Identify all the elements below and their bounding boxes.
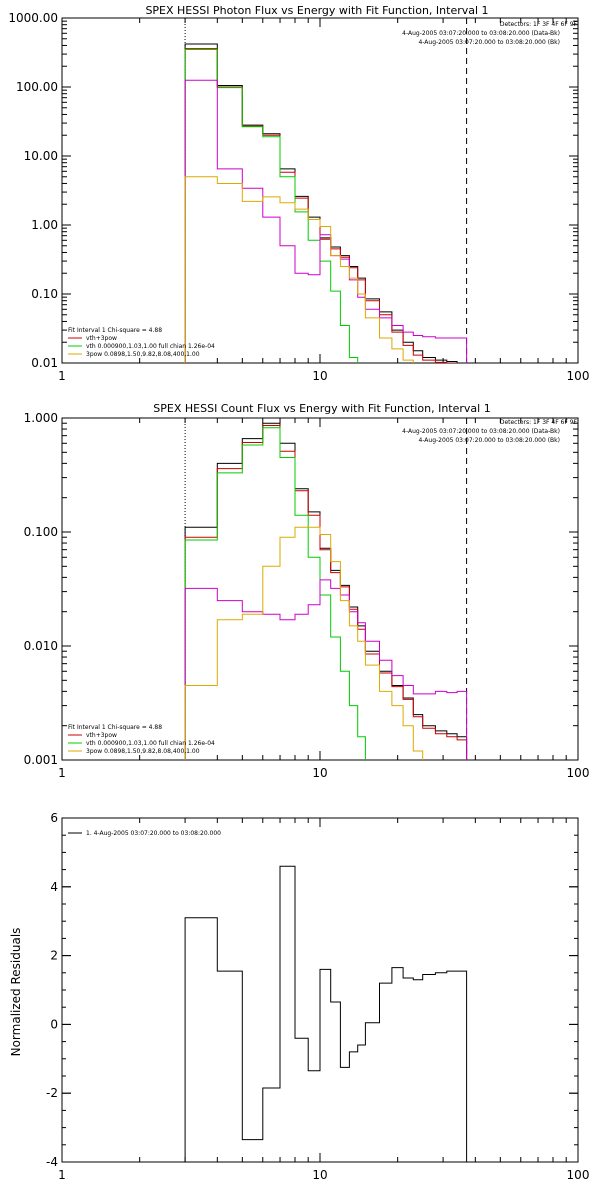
x-tick-label: 10 <box>312 1168 327 1182</box>
x-tick-label: 10 <box>312 766 327 780</box>
y-tick-label: 1.000 <box>24 411 58 425</box>
x-tick-label: 10 <box>312 369 327 383</box>
background-interval-label: 4-Aug-2005 03:07:20.000 to 03:08:20.000 … <box>418 39 560 46</box>
x-tick-label: 1 <box>58 766 66 780</box>
y-tick-label: 0.10 <box>31 287 58 301</box>
series-group <box>184 422 468 760</box>
legend-label: Fit Interval 1 Chi-square = 4.88 <box>68 724 162 731</box>
y-tick-label: 1.00 <box>31 218 58 232</box>
series-line-1 <box>184 48 458 363</box>
x-tick-label: 100 <box>567 369 590 383</box>
series-line-4 <box>184 526 424 760</box>
x-tick-label: 1 <box>58 369 66 383</box>
legend-label: vth 0.000900,1.03,1.00 full chian 1.26e-… <box>86 343 215 350</box>
x-tick-label: 1 <box>58 1168 66 1182</box>
chart-title: SPEX HESSI Count Flux vs Energy with Fit… <box>153 402 490 415</box>
series-line-1 <box>184 425 468 760</box>
series-line-2 <box>184 49 359 363</box>
data-interval-label: 4-Aug-2005 03:07:20.000 to 03:08:20.000 … <box>402 428 560 435</box>
y-tick-label: 10.00 <box>24 149 58 163</box>
plot-frame <box>61 17 579 364</box>
detectors-label: Detectors: 1F 3F 4F 6F 9F <box>500 21 578 28</box>
x-tick-label: 100 <box>567 1168 590 1182</box>
legend-label: 3pow 0.0898,1.50,9.82,8.08,400,1.00 <box>86 748 200 755</box>
y-tick-label: 0 <box>50 1017 58 1031</box>
photon-flux-panel: SPEX HESSI Photon Flux vs Energy with Fi… <box>8 4 590 383</box>
data-interval-label: 4-Aug-2005 03:07:20.000 to 03:08:20.000 … <box>402 30 560 37</box>
y-tick-label: -2 <box>46 1086 58 1100</box>
y-tick-label: 1000.00 <box>8 11 58 25</box>
detectors-label: Detectors: 1F 3F 4F 6F 9F <box>500 419 578 426</box>
y-tick-label: 100.00 <box>16 80 58 94</box>
legend-label: vth 0.000900,1.03,1.00 full chian 1.26e-… <box>86 740 215 747</box>
series-line-2 <box>184 427 366 760</box>
series-line-0 <box>184 865 468 1162</box>
x-tick-label: 100 <box>567 766 590 780</box>
legend-label: Fit Interval 1 Chi-square = 4.88 <box>68 327 162 334</box>
legend-label: 3pow 0.0898,1.50,9.82,8.08,400,1.00 <box>86 351 200 358</box>
residuals-panel: Normalized Residuals 1 10 100 -4 -2 0 2 4 6 1. 4-… <box>9 811 590 1182</box>
count-flux-panel: SPEX HESSI Count Flux vs Energy with Fit… <box>24 402 590 780</box>
legend-label: vth+3pow <box>86 732 117 739</box>
y-tick-label: 6 <box>50 811 58 825</box>
series-group <box>184 865 468 1162</box>
y-tick-label: -4 <box>46 1155 58 1169</box>
series-line-0 <box>184 422 468 760</box>
y-tick-label: 2 <box>50 949 58 963</box>
legend-label: 1. 4-Aug-2005 03:07:20.000 to 03:08:20.0… <box>86 830 221 837</box>
y-tick-label: 0.01 <box>31 356 58 370</box>
y-tick-label: 4 <box>50 880 58 894</box>
legend-label: vth+3pow <box>86 335 117 342</box>
y-tick-label: 0.010 <box>24 639 58 653</box>
background-interval-label: 4-Aug-2005 03:07:20.000 to 03:08:20.000 … <box>418 437 560 444</box>
y-axis-label: Normalized Residuals <box>9 928 23 1057</box>
y-tick-label: 0.001 <box>24 753 58 767</box>
series-line-0 <box>184 43 468 363</box>
series-line-4 <box>184 176 414 363</box>
chart-title: SPEX HESSI Photon Flux vs Energy with Fi… <box>145 4 488 17</box>
y-tick-label: 0.100 <box>24 525 58 539</box>
series-group <box>184 43 468 363</box>
